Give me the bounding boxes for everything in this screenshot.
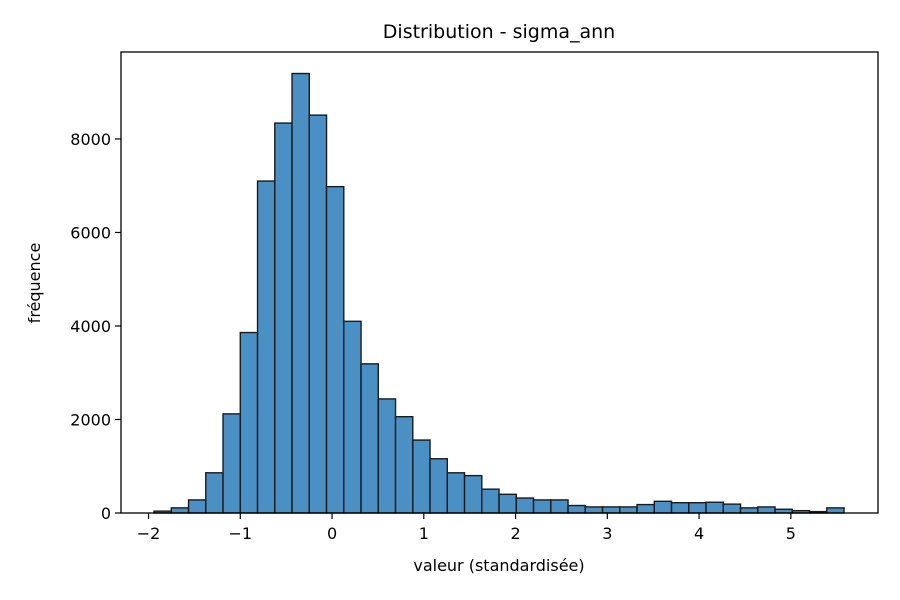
histogram-bar	[739, 507, 759, 514]
histogram-bar	[274, 122, 293, 514]
bars-group	[153, 72, 845, 514]
histogram-bar	[705, 501, 724, 514]
histogram-bar	[377, 398, 397, 514]
x-tick-label: −2	[137, 524, 161, 543]
plot-frame	[120, 51, 879, 514]
histogram-bar	[481, 488, 500, 514]
y-tick-label: 0	[101, 504, 111, 523]
x-tick-label: 3	[602, 524, 612, 543]
histogram-bar	[636, 503, 655, 514]
chart-title: Distribution - sigma_ann	[383, 21, 615, 43]
histogram-bar	[567, 504, 586, 514]
histogram-bar	[498, 493, 517, 514]
histogram-bar	[515, 497, 535, 514]
histogram-bar	[446, 472, 466, 514]
histogram-bar	[722, 503, 742, 514]
histogram-bar	[688, 502, 707, 514]
histogram-bar	[550, 499, 569, 514]
histogram-bar	[826, 507, 845, 514]
x-axis-label: valeur (standardisée)	[413, 556, 584, 575]
histogram-bar	[584, 506, 604, 514]
x-tick-label: 2	[510, 524, 520, 543]
histogram-bar	[239, 331, 259, 514]
histogram-bar	[670, 502, 690, 514]
x-tick-label: −1	[228, 524, 252, 543]
y-axis: 0 2000 4000 6000 8000	[70, 130, 121, 523]
histogram-bar	[256, 180, 276, 514]
histogram-bar	[291, 72, 310, 514]
histogram-bar	[187, 499, 207, 514]
x-tick-label: 1	[419, 524, 429, 543]
x-tick-label: 5	[786, 524, 796, 543]
histogram-bar	[463, 474, 483, 514]
y-tick-label: 6000	[70, 223, 111, 242]
histogram-bar	[394, 415, 414, 514]
histogram-bar	[601, 506, 621, 514]
histogram-bar	[757, 506, 776, 514]
y-tick-label: 2000	[70, 410, 111, 429]
y-tick-label: 4000	[70, 317, 111, 336]
histogram-bar	[619, 506, 638, 514]
histogram-bar	[222, 413, 241, 514]
histogram-bar	[429, 458, 448, 514]
histogram-bar	[653, 500, 673, 514]
histogram-bar	[308, 114, 328, 514]
x-tick-label: 0	[327, 524, 337, 543]
histogram-bar	[343, 320, 362, 514]
histogram-bar	[360, 363, 379, 514]
histogram-bar	[170, 507, 190, 514]
x-tick-label: 4	[694, 524, 704, 543]
histogram-bar	[532, 499, 552, 514]
y-axis-label: fréquence	[25, 243, 44, 324]
x-axis: −2 −1 0 1 2 3 4 5	[137, 513, 796, 543]
y-tick-label: 8000	[70, 130, 111, 149]
histogram-bar	[205, 472, 224, 514]
histogram-bar	[412, 439, 431, 514]
histogram-bar	[325, 185, 345, 514]
